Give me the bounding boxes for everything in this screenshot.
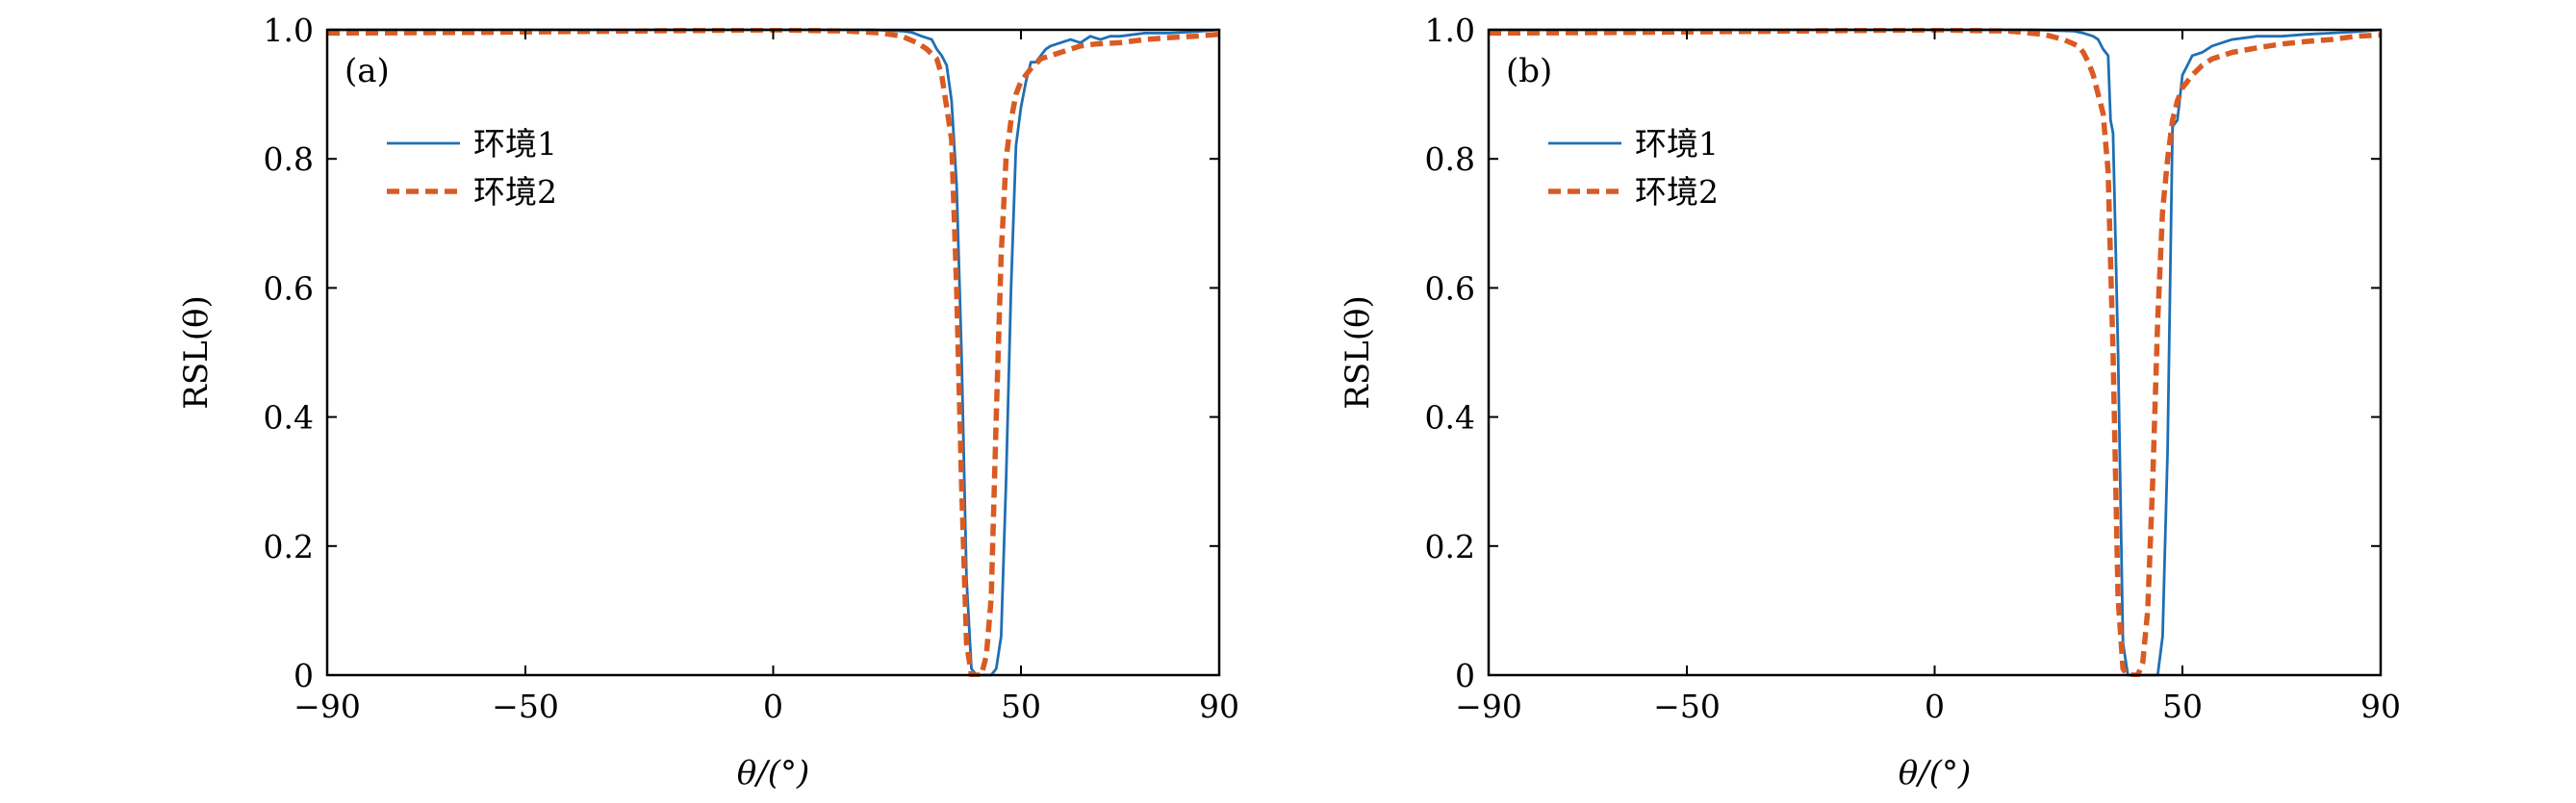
y-tick-label: 0 bbox=[1455, 657, 1475, 694]
legend-label-1: 环境1 bbox=[1635, 125, 1719, 163]
x-tick-label: 0 bbox=[763, 688, 783, 725]
x-tick-label: 0 bbox=[1925, 688, 1945, 725]
x-tick-label: −50 bbox=[492, 688, 559, 725]
y-tick-label: 0.8 bbox=[1425, 140, 1475, 178]
panel-label: (a) bbox=[344, 52, 390, 90]
y-axis-label: RSL(θ) bbox=[177, 295, 216, 409]
plot-frame bbox=[1487, 28, 2383, 677]
y-tick-label: 0.4 bbox=[264, 399, 314, 437]
legend-label-2: 环境2 bbox=[1635, 173, 1719, 211]
plot-frame bbox=[325, 28, 1221, 677]
panel-label: (b) bbox=[1506, 52, 1552, 90]
y-tick-label: 0.6 bbox=[1425, 269, 1475, 307]
legend-label-1: 环境1 bbox=[473, 125, 557, 163]
y-tick-label: 1.0 bbox=[264, 12, 314, 49]
chart-panel-b: −90 −50 0 50 90 0 0.2 0.4 0.6 0.8 1.0 θ/(°) RSL(θ) (b… bbox=[1339, 12, 2401, 792]
x-tick-label: 50 bbox=[2162, 688, 2203, 725]
x-tick-label: −90 bbox=[293, 688, 361, 725]
x-axis-label: θ/(°) bbox=[1899, 754, 1971, 792]
y-tick-label: 0.6 bbox=[264, 269, 314, 307]
y-tick-label: 0.4 bbox=[1425, 399, 1475, 437]
legend-label-2: 环境2 bbox=[473, 173, 557, 211]
x-tick-label: 50 bbox=[1001, 688, 1041, 725]
series-line-1 bbox=[327, 28, 1219, 677]
x-tick-label: 90 bbox=[1199, 688, 1239, 725]
x-axis-label: θ/(°) bbox=[737, 754, 809, 792]
x-tick-label: 90 bbox=[2360, 688, 2401, 725]
y-tick-label: 1.0 bbox=[1425, 12, 1475, 49]
y-tick-label: 0.8 bbox=[264, 140, 314, 178]
chart-panel-a: −90 −50 0 50 90 0 0.2 0.4 0.6 0.8 1.0 θ/(°) RSL(θ) (a… bbox=[177, 12, 1239, 792]
x-tick-label: −50 bbox=[1653, 688, 1721, 725]
series-line-2 bbox=[327, 28, 1219, 677]
y-tick-label: 0.2 bbox=[1425, 528, 1475, 565]
series-line-2 bbox=[1489, 28, 2381, 677]
x-tick-label: −90 bbox=[1455, 688, 1522, 725]
y-tick-label: 0.2 bbox=[264, 528, 314, 565]
y-tick-label: 0 bbox=[293, 657, 314, 694]
series-line-1 bbox=[1489, 28, 2381, 677]
y-axis-label: RSL(θ) bbox=[1339, 295, 1377, 409]
